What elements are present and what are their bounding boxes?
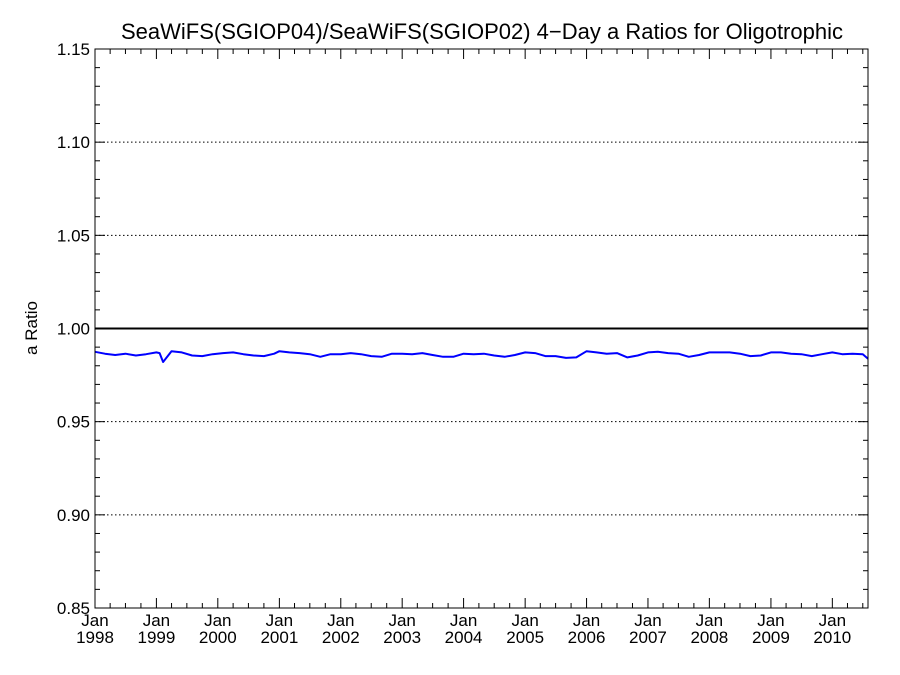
x-tick-label-month: Jan [696, 611, 723, 630]
x-tick-label-year: 2001 [260, 628, 298, 647]
x-tick-label-month: Jan [266, 611, 293, 630]
x-tick-label-year: 2005 [506, 628, 544, 647]
x-tick-label-year: 2003 [383, 628, 421, 647]
x-tick-label-month: Jan [204, 611, 231, 630]
x-axis-ticks: Jan1998Jan1999Jan2000Jan2001Jan2002Jan20… [76, 49, 864, 647]
y-axis-ticks: 0.85 0.90 0.95 1.00 1.05 1.10 1.15 [57, 40, 868, 618]
x-tick-label-year: 2006 [568, 628, 606, 647]
chart-title: SeaWiFS(SGIOP04)/SeaWiFS(SGIOP02) 4−Day … [121, 19, 843, 44]
y-axis-label: a Ratio [22, 301, 41, 355]
x-tick-label-year: 2007 [629, 628, 667, 647]
x-tick-label-month: Jan [573, 611, 600, 630]
y-tick-label: 0.85 [57, 599, 90, 618]
y-tick-label: 1.15 [57, 40, 90, 59]
y-tick-label: 0.95 [57, 413, 90, 432]
x-tick-label-month: Jan [143, 611, 170, 630]
data-series [94, 350, 869, 363]
x-tick-label-year: 2010 [813, 628, 851, 647]
x-tick-label-month: Jan [327, 611, 354, 630]
x-tick-label-year: 2000 [199, 628, 237, 647]
y-tick-label: 1.10 [57, 133, 90, 152]
x-tick-label-year: 2008 [690, 628, 728, 647]
gridlines [95, 141, 868, 516]
x-tick-label-year: 2004 [445, 628, 483, 647]
x-tick-label-year: 2009 [752, 628, 790, 647]
x-tick-label-month: Jan [757, 611, 784, 630]
x-tick-label-year: 1998 [76, 628, 114, 647]
x-tick-label-month: Jan [634, 611, 661, 630]
x-tick-label-month: Jan [511, 611, 538, 630]
x-tick-label-year: 1999 [137, 628, 175, 647]
x-tick-label-month: Jan [81, 611, 108, 630]
y-tick-label: 1.00 [57, 320, 90, 339]
x-tick-label-month: Jan [450, 611, 477, 630]
x-tick-label-month: Jan [388, 611, 415, 630]
series-line [94, 350, 869, 363]
y-tick-label: 0.90 [57, 506, 90, 525]
x-tick-label-month: Jan [819, 611, 846, 630]
y-tick-label: 1.05 [57, 226, 90, 245]
x-tick-label-year: 2002 [322, 628, 360, 647]
